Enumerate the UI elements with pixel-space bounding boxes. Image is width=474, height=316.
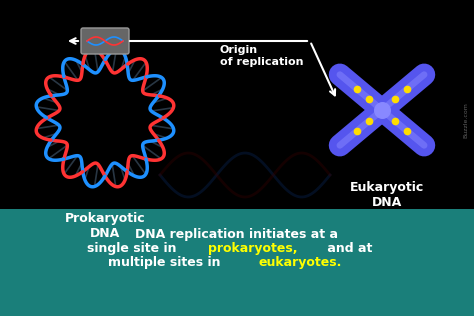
Text: single site in: single site in [87,242,181,255]
Text: Buzzle.com: Buzzle.com [463,102,468,138]
Text: Origin
of replication: Origin of replication [220,45,303,67]
Text: Prokaryotic
DNA: Prokaryotic DNA [64,212,146,240]
Text: DNA replication initiates at a: DNA replication initiates at a [136,228,338,241]
Bar [0,209,474,316]
FancyBboxPatch shape [81,28,129,54]
Text: Eukaryotic
DNA: Eukaryotic DNA [350,181,424,209]
Text: multiple sites in: multiple sites in [108,256,225,269]
Text: and at: and at [323,242,373,255]
Text: prokaryotes,: prokaryotes, [208,242,298,255]
Text: eukaryotes.: eukaryotes. [259,256,342,269]
